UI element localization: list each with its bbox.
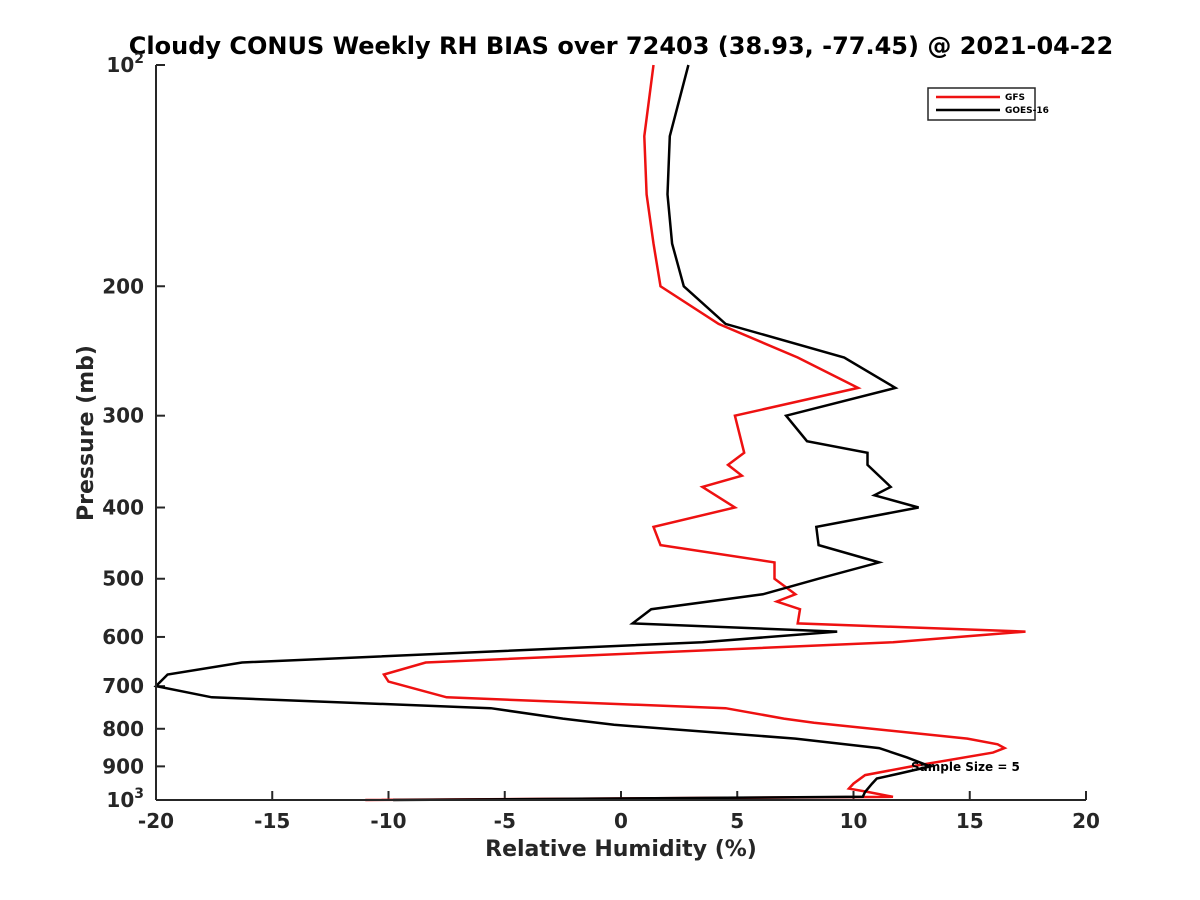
series-line-goes-16 — [153, 64, 935, 802]
x-tick-label: 0 — [614, 809, 628, 833]
y-tick-label: 500 — [102, 567, 144, 591]
chart-title: Cloudy CONUS Weekly RH BIAS over 72403 (… — [129, 32, 1113, 60]
sample-size-annotation: Sample Size = 5 — [911, 760, 1020, 774]
y-axis-label: Pressure (mb) — [74, 345, 99, 521]
x-axis: -20 -15 -10 -5 0 5 10 15 20 — [138, 791, 1100, 833]
x-tick-label: 5 — [730, 809, 744, 833]
x-tick-label: 15 — [956, 809, 984, 833]
y-tick-label: 200 — [102, 274, 144, 298]
y-axis: 102 200 300 400 500 600 700 800 900 103 — [102, 51, 165, 812]
x-axis-label: Relative Humidity (%) — [485, 837, 757, 862]
series-line-gfs — [365, 64, 1026, 802]
y-tick-label: 600 — [102, 625, 144, 649]
x-tick-label: 10 — [840, 809, 868, 833]
y-tick-label: 102 — [106, 51, 144, 77]
x-tick-label: -5 — [494, 809, 516, 833]
legend-goes16-label: GOES-16 — [1005, 106, 1049, 116]
x-tick-label: 20 — [1072, 809, 1100, 833]
y-tick-label: 300 — [102, 404, 144, 428]
legend-box — [927, 87, 1036, 121]
x-tick-label: -20 — [138, 809, 174, 833]
y-tick-label: 400 — [102, 496, 144, 520]
legend-gfs-label: GFS — [1005, 93, 1025, 103]
y-tick-label: 800 — [102, 717, 144, 741]
series-layer — [153, 64, 1026, 802]
y-tick-label: 700 — [102, 674, 144, 698]
y-tick-label: 103 — [106, 786, 144, 812]
y-tick-label: 900 — [102, 754, 144, 778]
x-tick-label: -10 — [370, 809, 406, 833]
legend: GFS GOES-16 — [927, 87, 1049, 121]
x-tick-label: -15 — [254, 809, 290, 833]
